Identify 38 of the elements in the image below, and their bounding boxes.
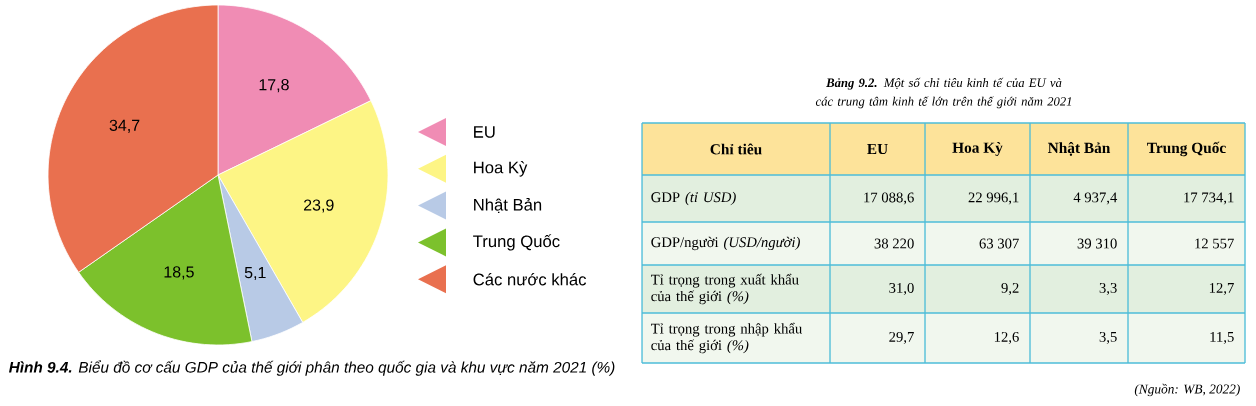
category-label: GDP (tỉ USD): [651, 191, 736, 206]
text: 17 734,1: [1184, 192, 1234, 205]
data-label: 34,7: [109, 119, 140, 133]
text: 12,6: [994, 332, 1019, 344]
category-label: Tỉ trọng trong nhập khẩu của thế giới (%): [651, 322, 803, 354]
text: 31,0: [889, 283, 914, 295]
text: 4 937,4: [1073, 192, 1118, 205]
text: 63 307: [979, 238, 1019, 249]
legend-label: EU: [474, 126, 495, 138]
text: 39 310: [1077, 238, 1117, 249]
text: 22 996,1: [968, 192, 1019, 205]
text: 9,2: [1001, 283, 1019, 295]
legend-label: Trung Quốc: [473, 234, 560, 251]
text: 12 557: [1195, 238, 1234, 249]
category-label: Hoa Kỳ: [952, 142, 1003, 156]
text: Bảng 9.2. Một số chỉ tiêu kinh tế của EU và các trung tâm kinh tế lớn trên thế giới năm 2021: [815, 77, 1072, 109]
data-label: 23,9: [303, 199, 334, 213]
text: (Nguồn: WB, 2022): [1134, 383, 1240, 397]
legend-label: Các nước khác: [473, 272, 587, 286]
category-label: Trung Quốc: [1147, 141, 1226, 157]
text: 3,3: [1099, 283, 1117, 295]
data-label: 5,1: [244, 267, 266, 281]
text: 38 220: [874, 238, 914, 249]
text: 3,5: [1099, 332, 1117, 344]
category-label: GDP/người (USD/người): [651, 236, 800, 251]
text: 12,7: [1209, 283, 1234, 295]
legend-label: Nhật Bản: [474, 198, 542, 214]
text: Hình 9.4. Biểu đồ cơ cấu GDP của thế giới phân theo quốc gia và khu vực năm 2021 (%): [9, 360, 615, 376]
category-label: Nhật Bản: [1047, 142, 1111, 156]
text: 11,5: [1210, 332, 1234, 344]
data-label: 18,5: [164, 266, 194, 280]
legend-label: Hoa Kỳ: [474, 160, 528, 177]
text: 17 088,6: [864, 192, 914, 205]
category-label: Chỉ tiêu: [710, 143, 762, 155]
category-label: EU: [867, 143, 888, 155]
category-label: Tỉ trọng trong xuất khẩu của thế giới (%): [651, 273, 799, 305]
text: 29,7: [889, 332, 914, 344]
data-label: 17,8: [259, 79, 289, 93]
